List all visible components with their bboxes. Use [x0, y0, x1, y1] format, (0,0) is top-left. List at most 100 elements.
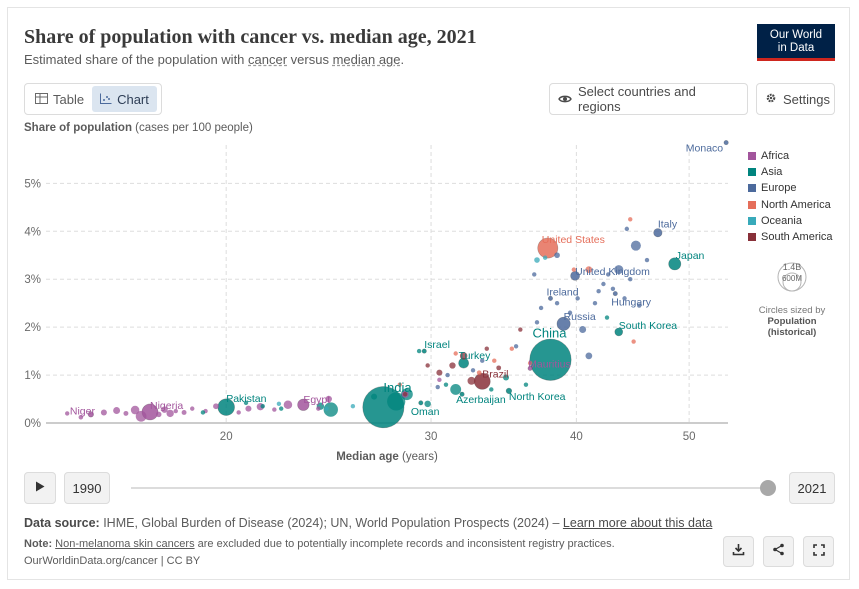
country-point[interactable] — [190, 406, 195, 411]
country-point[interactable] — [534, 320, 540, 325]
country-point[interactable] — [130, 405, 140, 415]
country-point[interactable] — [425, 363, 430, 368]
country-point[interactable] — [513, 344, 519, 349]
country-point-north-korea[interactable] — [505, 387, 513, 394]
country-point[interactable] — [113, 407, 121, 415]
country-point[interactable] — [200, 410, 206, 415]
country-point[interactable] — [325, 395, 332, 403]
country-point-china[interactable] — [529, 338, 572, 381]
country-point[interactable] — [503, 374, 510, 381]
country-point-united-states[interactable] — [537, 237, 559, 259]
country-point[interactable] — [161, 406, 168, 413]
country-point[interactable] — [554, 252, 560, 259]
owid-logo[interactable]: Our World in Data — [757, 24, 835, 61]
country-point[interactable] — [631, 339, 636, 344]
country-point[interactable] — [476, 370, 482, 376]
country-point[interactable] — [316, 406, 321, 411]
share-button[interactable] — [763, 536, 794, 567]
country-point[interactable] — [371, 393, 378, 400]
legend-item-north-america[interactable]: North America — [748, 197, 833, 213]
country-point-israel[interactable] — [421, 348, 427, 354]
country-point[interactable] — [527, 360, 533, 366]
country-point[interactable] — [260, 404, 265, 409]
country-point[interactable] — [166, 409, 174, 418]
country-point[interactable] — [449, 362, 456, 369]
country-point[interactable] — [236, 410, 241, 415]
country-point[interactable] — [579, 326, 587, 334]
country-point[interactable] — [437, 377, 442, 383]
country-point[interactable] — [567, 310, 573, 315]
country-point[interactable] — [592, 300, 598, 306]
country-point[interactable] — [402, 392, 408, 397]
country-point[interactable] — [213, 403, 219, 410]
country-point[interactable] — [350, 404, 356, 409]
download-button[interactable] — [723, 536, 754, 567]
country-point[interactable] — [480, 358, 485, 363]
country-point[interactable] — [575, 296, 580, 301]
country-point[interactable] — [243, 400, 249, 406]
country-point[interactable] — [644, 257, 650, 263]
country-point[interactable] — [534, 257, 540, 263]
country-point[interactable] — [489, 387, 494, 392]
country-point[interactable] — [65, 411, 70, 416]
country-point[interactable] — [435, 384, 440, 390]
country-point[interactable] — [181, 409, 187, 415]
country-point-mauritius[interactable] — [527, 365, 533, 371]
country-point[interactable] — [571, 267, 577, 272]
country-point[interactable] — [324, 406, 329, 411]
country-point[interactable] — [467, 376, 476, 385]
country-point[interactable] — [596, 288, 601, 294]
country-point[interactable] — [630, 240, 641, 251]
country-point[interactable] — [614, 265, 624, 275]
tab-table[interactable]: Table — [27, 86, 92, 112]
country-point[interactable] — [585, 266, 593, 274]
legend-item-oceania[interactable]: Oceania — [748, 213, 833, 229]
country-point[interactable] — [445, 372, 450, 378]
country-point-oman[interactable] — [418, 400, 424, 406]
country-point-russia[interactable] — [556, 316, 571, 331]
country-point-niger[interactable] — [87, 411, 94, 418]
country-point[interactable] — [470, 368, 476, 373]
country-point[interactable] — [276, 401, 282, 407]
country-point[interactable] — [416, 348, 422, 354]
country-point[interactable] — [610, 286, 616, 291]
start-year[interactable]: 1990 — [64, 472, 110, 504]
country-point[interactable] — [624, 226, 630, 232]
country-point[interactable] — [518, 327, 523, 332]
country-point[interactable] — [135, 410, 147, 422]
country-point[interactable] — [173, 408, 178, 414]
country-point-egypt[interactable] — [297, 398, 310, 411]
country-point[interactable] — [397, 382, 402, 387]
country-point[interactable] — [605, 272, 611, 277]
timeline-handle[interactable] — [760, 480, 776, 496]
tab-chart[interactable]: Chart — [92, 86, 157, 112]
legend-item-asia[interactable]: Asia — [748, 164, 833, 180]
country-point-japan[interactable] — [668, 257, 682, 271]
skin-cancer-link[interactable]: Non-melanoma skin cancers — [55, 538, 195, 550]
country-point[interactable] — [278, 406, 284, 411]
median-age-link[interactable]: median age — [332, 52, 401, 67]
country-point-monaco[interactable] — [723, 140, 729, 146]
legend-item-europe[interactable]: Europe — [748, 180, 833, 196]
country-point[interactable] — [323, 402, 338, 417]
country-point-south-korea[interactable] — [614, 327, 624, 337]
country-point[interactable] — [123, 410, 129, 416]
country-point[interactable] — [492, 358, 497, 363]
settings-button[interactable]: Settings — [756, 83, 835, 115]
country-point[interactable] — [283, 400, 293, 410]
country-point[interactable] — [585, 352, 593, 360]
country-point[interactable] — [628, 277, 633, 282]
country-point[interactable] — [272, 407, 277, 412]
country-point[interactable] — [637, 303, 642, 308]
country-point[interactable] — [424, 400, 431, 408]
country-point-ireland[interactable] — [547, 295, 553, 301]
country-point[interactable] — [484, 346, 489, 351]
country-point[interactable] — [450, 384, 462, 395]
country-point[interactable] — [459, 352, 468, 360]
learn-more-link[interactable]: Learn more about this data — [562, 516, 713, 530]
country-point[interactable] — [554, 300, 560, 306]
end-year[interactable]: 2021 — [789, 472, 835, 504]
country-point-hungary[interactable] — [612, 291, 618, 297]
cancer-link[interactable]: cancer — [248, 52, 288, 67]
country-point-italy[interactable] — [653, 228, 663, 238]
